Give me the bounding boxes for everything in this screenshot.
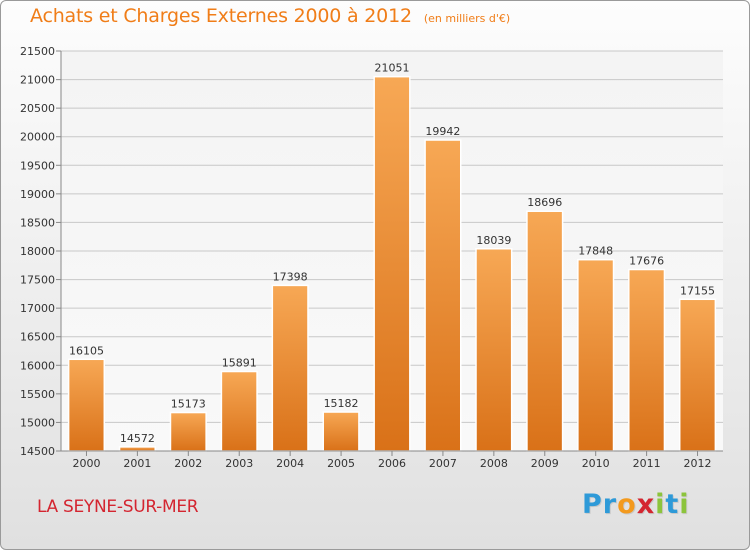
logo-letter: P [582,489,603,520]
data-label: 18039 [476,234,511,247]
proxiti-logo: Proxiti [582,489,690,520]
logo-letter: i [655,489,666,520]
data-label: 17676 [629,255,664,268]
x-tick-label: 2009 [531,457,559,470]
bar [475,248,513,452]
logo-letter: t [665,489,680,520]
y-tick-label: 21500 [20,45,55,58]
data-label: 19942 [425,125,460,138]
y-tick-label: 17000 [20,302,55,315]
data-label: 16105 [69,344,104,357]
y-tick-label: 21000 [20,74,55,87]
data-label: 15182 [324,397,359,410]
data-label: 15891 [222,357,257,370]
logo-letter: o [617,489,637,520]
chart-title: Achats et Charges Externes 2000 à 2012 [30,5,412,27]
bar [118,446,156,452]
bar [373,75,411,452]
y-tick-label: 15500 [20,388,55,401]
y-tick-label: 14500 [20,445,55,458]
y-tick-label: 16000 [20,359,55,372]
data-label: 17398 [273,270,308,283]
bar [169,411,207,452]
y-tick-label: 19500 [20,159,55,172]
x-tick-label: 2011 [633,457,661,470]
y-tick-label: 19000 [20,188,55,201]
bar [220,370,258,452]
data-label: 17155 [680,284,715,297]
y-tick-label: 16500 [20,331,55,344]
bar [577,258,615,452]
logo-letter: i [679,489,690,520]
x-tick-label: 2006 [378,457,406,470]
y-tick-label: 20500 [20,102,55,115]
x-tick-label: 2002 [174,457,202,470]
data-label: 14572 [120,432,155,445]
y-tick-label: 18000 [20,245,55,258]
x-tick-label: 2005 [327,457,355,470]
x-tick-label: 2008 [480,457,508,470]
y-tick-label: 15000 [20,416,55,429]
x-tick-label: 2010 [582,457,610,470]
bar [628,268,666,452]
x-tick-label: 2012 [684,457,712,470]
y-tick-label: 17500 [20,274,55,287]
data-label: 17848 [578,245,613,258]
x-tick-label: 2004 [276,457,304,470]
bar [678,298,717,452]
city-name: LA SEYNE-SUR-MER [37,497,199,517]
x-tick-label: 2001 [123,457,151,470]
axis-layer: 14500 15000 15500 16000 16500 17000 17500 18000… [20,45,723,470]
data-label: 21051 [375,62,410,75]
x-tick-label: 2000 [72,457,100,470]
data-label: 18696 [527,196,562,209]
logo-letter: r [602,489,618,520]
y-tick-label: 20000 [20,131,55,144]
bar [271,284,309,452]
logo-letter: x [636,489,656,520]
bar [526,210,564,452]
bar [322,411,360,452]
title-row: Achats et Charges Externes 2000 à 2012 (… [30,5,510,27]
bar [424,139,462,452]
x-tick-label: 2003 [225,457,253,470]
bar [67,358,106,452]
chart-subtitle: (en milliers d'€) [423,12,511,25]
data-label: 15173 [171,398,206,411]
y-tick-label: 18500 [20,216,55,229]
x-tick-label: 2007 [429,457,457,470]
bars-layer [67,75,717,452]
